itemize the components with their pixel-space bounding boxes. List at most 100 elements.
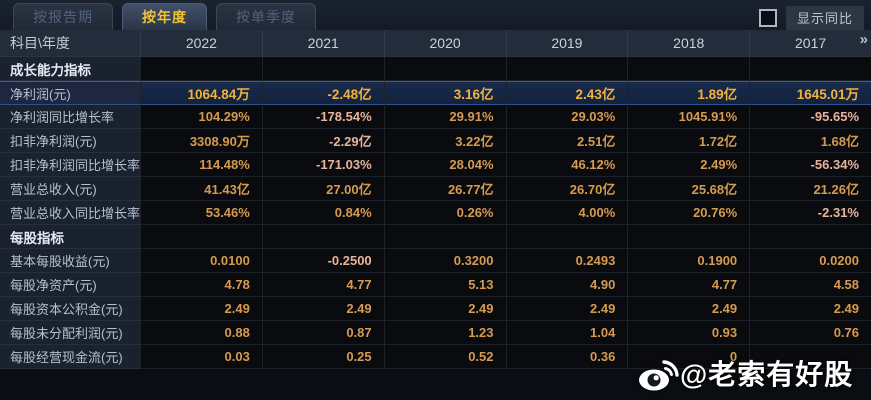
cell-value: 41.43亿 — [140, 177, 262, 201]
cell-value: 0.25 — [261, 345, 384, 369]
table-row: 扣非净利润(元) 3308.90万 -2.29亿 3.22亿 2.51亿 1.72亿 1.6… — [0, 129, 871, 153]
cell-value — [749, 345, 871, 369]
cell-value: 0.1900 — [627, 249, 750, 273]
year-header-2021: 2021 — [261, 30, 384, 57]
cell-value: 0.03 — [140, 345, 262, 369]
cell-value: 0.88 — [140, 321, 262, 345]
cell-value: 0.76 — [749, 321, 871, 345]
cell-value — [627, 57, 750, 81]
cell-value: 3308.90万 — [140, 129, 262, 153]
cell-value: -0.2500 — [261, 249, 384, 273]
cell-value: 0 — [627, 345, 750, 369]
cell-value: 5.13 — [383, 273, 506, 297]
cell-value: -171.03% — [261, 153, 384, 177]
year-header-2022: 2022 — [140, 30, 262, 57]
cell-value — [383, 225, 506, 249]
cell-value: 20.76% — [627, 201, 750, 225]
cell-value: 4.00% — [505, 201, 628, 225]
row-label: 每股经营现金流(元) — [0, 345, 140, 369]
cell-value: 2.49% — [627, 153, 750, 177]
section-row: 成长能力指标 — [0, 57, 871, 81]
cell-value: 0.0100 — [140, 249, 262, 273]
cell-value: 0.0200 — [749, 249, 871, 273]
cell-value: 2.49 — [383, 297, 506, 321]
row-label: 每股净资产(元) — [0, 273, 140, 297]
table-row: 净利润(元) 1064.84万 -2.48亿 3.16亿 2.43亿 1.89亿 1645.… — [0, 81, 871, 105]
cell-value: 28.04% — [383, 153, 506, 177]
section-row: 每股指标 — [0, 225, 871, 249]
cell-value: -95.65% — [749, 105, 871, 129]
row-label: 每股资本公积金(元) — [0, 297, 140, 321]
cell-value: 0.2493 — [505, 249, 628, 273]
cell-value — [505, 225, 628, 249]
table-row: 每股资本公积金(元) 2.49 2.49 2.49 2.49 2.49 2.49 — [0, 297, 871, 321]
table-row: 基本每股收益(元) 0.0100 -0.2500 0.3200 0.2493 0.1900… — [0, 249, 871, 273]
cell-value: 1.89亿 — [627, 81, 750, 105]
corner-header: 科目\年度 — [0, 30, 140, 57]
cell-value — [383, 57, 506, 81]
table-body: 成长能力指标 净利润(元) 1064.84万 -2.48亿 3.16亿 2.43亿 1.89… — [0, 57, 871, 369]
year-header-2017: 2017» — [749, 30, 871, 57]
cell-value: 0.84% — [261, 201, 384, 225]
table-row: 每股经营现金流(元) 0.03 0.25 0.52 0.36 0 — [0, 345, 871, 369]
cell-value: 46.12% — [505, 153, 628, 177]
cell-value — [140, 57, 262, 81]
cell-value: 4.90 — [505, 273, 628, 297]
row-label: 营业总收入同比增长率 — [0, 201, 140, 225]
tab-bar: 按报告期 按年度 按单季度 显示同比 — [0, 0, 871, 30]
table-row: 营业总收入(元) 41.43亿 27.00亿 26.77亿 26.70亿 25.68亿 21… — [0, 177, 871, 201]
cell-value: 104.29% — [140, 105, 262, 129]
cell-value: 53.46% — [140, 201, 262, 225]
year-header-2020: 2020 — [383, 30, 506, 57]
cell-value: 21.26亿 — [749, 177, 871, 201]
table-row: 净利润同比增长率 104.29% -178.54% 29.91% 29.03% 1045.… — [0, 105, 871, 129]
tabs-container: 按报告期 按年度 按单季度 — [0, 3, 325, 30]
cell-value: 4.58 — [749, 273, 871, 297]
cell-value: 0.26% — [383, 201, 506, 225]
cell-value: 1045.91% — [627, 105, 750, 129]
cell-value: 4.77 — [261, 273, 384, 297]
show-yoy-label[interactable]: 显示同比 — [785, 6, 864, 30]
cell-value: 1.72亿 — [627, 129, 750, 153]
show-yoy-checkbox[interactable] — [758, 9, 777, 27]
cell-value: 29.91% — [383, 105, 506, 129]
cell-value — [140, 225, 262, 249]
row-label: 扣非净利润同比增长率 — [0, 153, 140, 177]
yoy-controls: 显示同比 — [758, 6, 864, 30]
cell-value: 0.87 — [261, 321, 384, 345]
tab-by-year[interactable]: 按年度 — [122, 3, 207, 30]
cell-value: 2.43亿 — [505, 81, 628, 105]
cell-value: 1645.01万 — [749, 81, 871, 105]
cell-value: 0.3200 — [383, 249, 506, 273]
cell-value — [505, 57, 628, 81]
cell-value: 2.49 — [749, 297, 871, 321]
section-label: 成长能力指标 — [0, 57, 140, 81]
cell-value: 26.70亿 — [505, 177, 628, 201]
table-header-row: 科目\年度 2022 2021 2020 2019 2018 2017» — [0, 30, 871, 57]
table-row: 扣非净利润同比增长率 114.48% -171.03% 28.04% 46.12% 2.4… — [0, 153, 871, 177]
table-row: 营业总收入同比增长率 53.46% 0.84% 0.26% 4.00% 20.76% -2.… — [0, 201, 871, 225]
year-header-2018: 2018 — [627, 30, 750, 57]
cell-value: 0.36 — [505, 345, 628, 369]
cell-value — [261, 225, 384, 249]
cell-value: 0.93 — [627, 321, 750, 345]
tab-by-quarter[interactable]: 按单季度 — [216, 3, 316, 30]
table-row: 每股净资产(元) 4.78 4.77 5.13 4.90 4.77 4.58 — [0, 273, 871, 297]
cell-value: 1064.84万 — [140, 81, 262, 105]
cell-value: 2.49 — [505, 297, 628, 321]
section-label: 每股指标 — [0, 225, 140, 249]
year-header-2019: 2019 — [505, 30, 628, 57]
more-years-button[interactable]: » — [859, 31, 868, 48]
cell-value: 1.23 — [383, 321, 506, 345]
cell-value: 1.68亿 — [749, 129, 871, 153]
tab-by-report-period[interactable]: 按报告期 — [13, 3, 113, 30]
cell-value: 2.49 — [261, 297, 384, 321]
cell-value: 2.49 — [627, 297, 750, 321]
cell-value: 29.03% — [505, 105, 628, 129]
cell-value — [749, 57, 871, 81]
cell-value — [749, 225, 871, 249]
cell-value: -2.48亿 — [261, 81, 384, 105]
cell-value: -56.34% — [749, 153, 871, 177]
row-label: 基本每股收益(元) — [0, 249, 140, 273]
financial-table: 科目\年度 2022 2021 2020 2019 2018 2017» 成长能力指标 净利… — [0, 30, 871, 369]
